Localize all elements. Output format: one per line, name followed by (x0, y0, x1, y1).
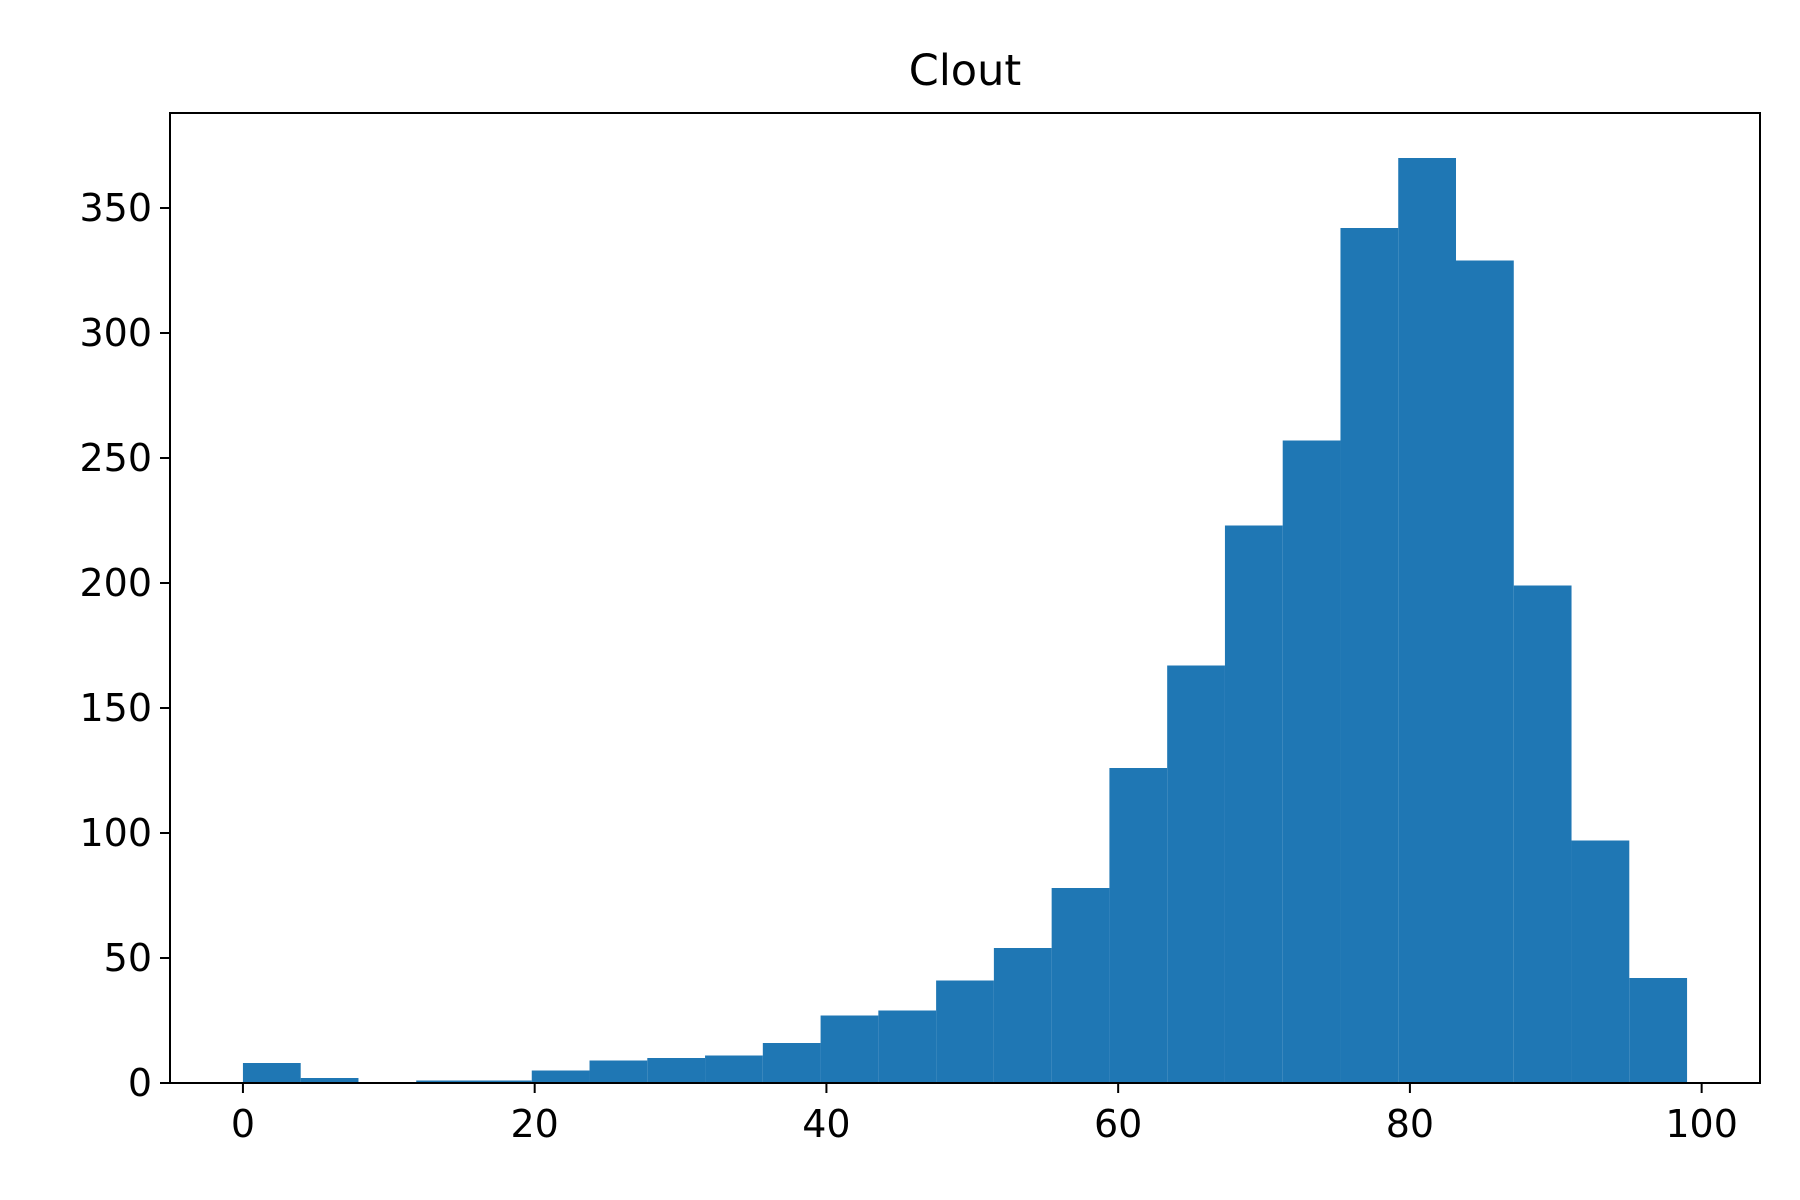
x-tick-label: 0 (231, 1102, 255, 1146)
histogram-bar (1629, 978, 1688, 1083)
histogram-bar (531, 1070, 590, 1083)
histogram-bar (1340, 228, 1399, 1083)
histogram-bar (1282, 440, 1341, 1083)
y-tick-label: 200 (79, 561, 152, 605)
histogram-bar (589, 1060, 648, 1083)
histogram-bar (1456, 260, 1514, 1083)
x-axis: 0 20 40 60 80 100 (231, 1083, 1738, 1146)
histogram-bar (820, 1015, 879, 1083)
y-tick-label: 50 (104, 936, 152, 980)
y-tick-label: 150 (79, 686, 152, 730)
y-tick-label: 0 (128, 1061, 152, 1105)
histogram-bar (936, 980, 994, 1083)
x-tick-label: 40 (802, 1102, 850, 1146)
histogram-bar (993, 948, 1052, 1083)
chart-title: Clout (909, 46, 1021, 96)
plot-frame (169, 112, 1761, 1084)
histogram-bar (300, 1078, 359, 1083)
histogram-bar (242, 1063, 301, 1083)
x-tick-label: 80 (1386, 1102, 1434, 1146)
histogram-bar (1571, 840, 1630, 1083)
histogram-bar (416, 1080, 474, 1083)
histogram-bar (1109, 768, 1168, 1083)
histogram-bar (473, 1080, 532, 1083)
histogram-bar (1398, 158, 1457, 1083)
histogram-bar (647, 1058, 706, 1083)
histogram-bar (1224, 525, 1283, 1083)
histogram-bar (878, 1010, 937, 1083)
y-tick-label: 350 (79, 186, 152, 230)
x-tick-label: 100 (1665, 1102, 1738, 1146)
x-tick-label: 20 (510, 1102, 558, 1146)
histogram-bar (762, 1043, 821, 1083)
y-tick-label: 100 (79, 811, 152, 855)
y-tick-label: 300 (79, 311, 152, 355)
y-axis: 0 50 100 150 200 250 300 350 (79, 186, 170, 1105)
histogram-bar (1051, 888, 1110, 1083)
histogram-bars (242, 158, 1688, 1083)
y-tick-label: 250 (79, 436, 152, 480)
histogram-bar (1513, 585, 1572, 1083)
histogram-bar (1167, 665, 1225, 1083)
histogram-bar (705, 1055, 763, 1083)
x-tick-label: 60 (1094, 1102, 1142, 1146)
